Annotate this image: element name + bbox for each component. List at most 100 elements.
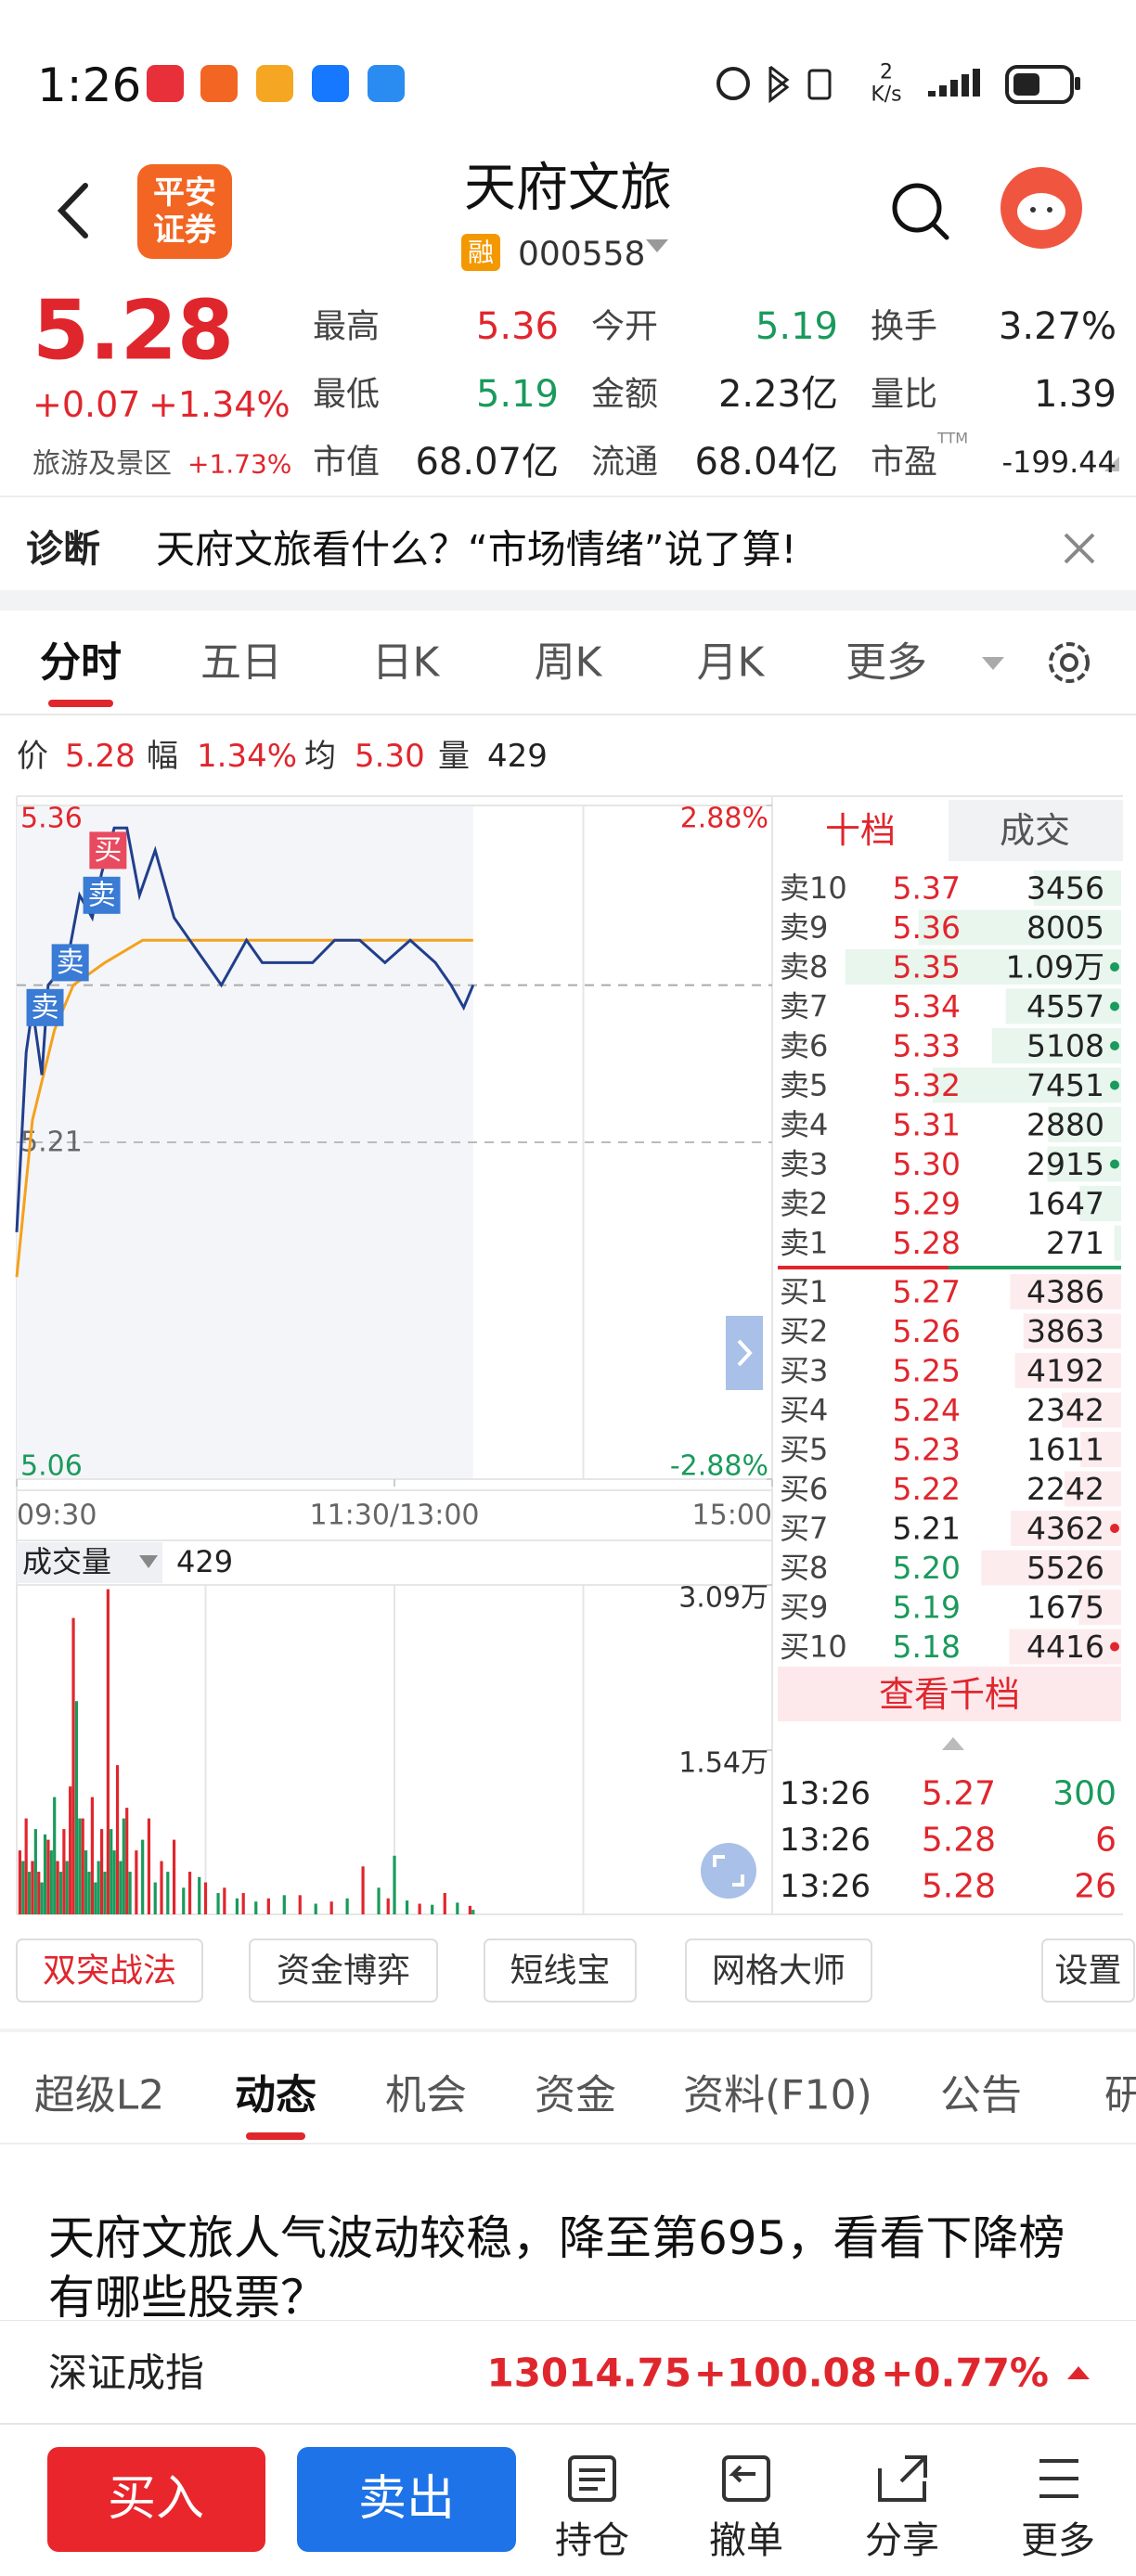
trade-marker-label: 卖 — [32, 991, 59, 1024]
period-tab[interactable]: 更多 — [846, 639, 927, 687]
tool-button[interactable] — [249, 1938, 438, 2003]
period-tab[interactable]: 日K — [372, 639, 441, 687]
action-label[interactable]: 持仓 — [555, 2519, 629, 2562]
book-level: 买8 — [780, 1551, 828, 1586]
volume-bar — [345, 1898, 349, 1914]
tool-button[interactable] — [685, 1938, 872, 2003]
volume-bar — [27, 1872, 32, 1914]
volume-bar — [216, 1893, 220, 1914]
code-dropdown[interactable] — [646, 239, 668, 252]
stat-label: 换手 — [871, 308, 937, 346]
tool-button[interactable] — [484, 1938, 637, 2003]
depth-button-bg[interactable] — [778, 1667, 1121, 1721]
section-tab[interactable]: 机会 — [385, 2072, 467, 2119]
sector-name[interactable]: 旅游及景区 — [32, 448, 172, 481]
action-label[interactable]: 更多 — [1021, 2519, 1095, 2562]
section-tab[interactable]: 公告 — [940, 2072, 1022, 2119]
price-change: +0.07 — [32, 384, 140, 425]
volume-bar — [456, 1902, 459, 1914]
section-tab[interactable]: 资金 — [535, 2072, 616, 2119]
section-tab[interactable]: 研 — [1104, 2072, 1136, 2119]
volume-depth-bar — [1078, 1590, 1121, 1625]
stat-label: 最高 — [313, 308, 380, 346]
side-panel-toggle[interactable] — [726, 1316, 763, 1390]
period-tab[interactable]: 五日 — [200, 639, 282, 687]
volume-depth-bar — [1005, 988, 1121, 1024]
index-value: 13014.75 — [486, 2351, 691, 2396]
volume-depth-bar — [1047, 1146, 1121, 1182]
avatar[interactable] — [1000, 167, 1082, 249]
volume-bar — [393, 1855, 396, 1914]
news-headline[interactable]: 天府文旅人气波动较稳，降至第695，看看下降榜有哪些股票？ — [48, 2211, 1065, 2320]
book-price: 5.35 — [893, 949, 961, 985]
section-tab[interactable]: 动态 — [235, 2072, 316, 2119]
action-label[interactable]: 撤单 — [709, 2519, 783, 2562]
back-button[interactable] — [57, 183, 88, 238]
book-volume: 3456 — [1026, 870, 1104, 907]
tool-label[interactable]: 网格大师 — [712, 1952, 846, 1990]
logo-text: 平安 — [153, 174, 216, 212]
tool-label[interactable]: 资金博弈 — [277, 1952, 410, 1990]
book-level: 卖5 — [780, 1068, 828, 1103]
volume-dropdown[interactable] — [139, 1555, 158, 1568]
tool-button[interactable] — [1041, 1938, 1135, 2003]
order-dot — [1110, 1642, 1119, 1652]
section-tab[interactable]: 超级L2 — [34, 2072, 165, 2119]
more-dropdown[interactable] — [982, 657, 1004, 670]
diagnosis-text[interactable]: 天府文旅看什么？“市场情绪”说了算! — [156, 527, 796, 573]
volume-bar — [160, 1861, 163, 1914]
volume-bar — [153, 1882, 157, 1914]
x-tick-label: 09:30 — [17, 1500, 97, 1532]
tool-label[interactable]: 设置 — [1054, 1952, 1121, 1990]
book-price: 5.29 — [893, 1186, 961, 1222]
tool-button[interactable] — [16, 1938, 203, 2003]
trade-price: 5.27 — [922, 1775, 996, 1813]
volume-bar — [56, 1861, 59, 1914]
period-tab[interactable]: 月K — [697, 639, 766, 687]
logo-text: 证券 — [153, 212, 217, 249]
book-volume: 4386 — [1026, 1274, 1104, 1310]
stock-code: 000558 — [518, 236, 645, 274]
trade-marker — [51, 944, 89, 982]
book-tab[interactable]: 成交 — [1000, 810, 1070, 851]
margin-badge — [461, 234, 500, 271]
period-tab[interactable]: 周K — [535, 639, 603, 687]
volume-bar — [106, 1589, 110, 1914]
action-icons — [568, 2455, 1078, 2502]
book-tab[interactable]: 十档 — [825, 810, 896, 851]
book-level: 卖4 — [780, 1107, 828, 1142]
volume-depth-bar — [1023, 1313, 1121, 1349]
index-name[interactable]: 深证成指 — [48, 2351, 204, 2396]
x-tick-label: 15:00 — [692, 1500, 772, 1532]
volume-depth-bar — [918, 909, 1121, 946]
buy-button[interactable] — [47, 2447, 265, 2552]
book-volume: 271 — [1046, 1225, 1104, 1261]
tool-label[interactable]: 短线宝 — [510, 1952, 610, 1990]
buy-label[interactable]: 买入 — [108, 2471, 204, 2527]
sell-button[interactable] — [297, 2447, 516, 2552]
book-price: 5.20 — [893, 1550, 961, 1586]
expand-arrow[interactable] — [942, 1737, 964, 1750]
settings-button[interactable] — [1049, 642, 1090, 683]
tool-label[interactable]: 双突战法 — [43, 1952, 176, 1990]
trade-time: 13:26 — [780, 1868, 871, 1905]
book-level: 卖3 — [780, 1147, 828, 1182]
book-price: 5.28 — [893, 1225, 961, 1261]
depth-button[interactable]: 查看千档 — [879, 1674, 1020, 1715]
trades-tab-bg[interactable] — [949, 800, 1123, 861]
book-level: 卖9 — [780, 910, 828, 946]
volume-selector[interactable] — [17, 1542, 162, 1583]
fullscreen-button[interactable] — [701, 1843, 756, 1899]
close-diagnosis[interactable] — [1064, 533, 1095, 564]
sell-label[interactable]: 卖出 — [358, 2471, 455, 2527]
action-label[interactable]: 分享 — [865, 2519, 939, 2562]
book-price: 5.24 — [893, 1392, 961, 1428]
volume-bar — [115, 1765, 120, 1914]
book-price: 5.36 — [893, 909, 961, 946]
margin-badge-text: 融 — [468, 238, 494, 268]
period-tab[interactable]: 分时 — [40, 639, 122, 687]
section-tab[interactable]: 资料(F10) — [683, 2072, 872, 2119]
book-level: 买9 — [780, 1590, 828, 1625]
search-button[interactable] — [892, 183, 949, 240]
